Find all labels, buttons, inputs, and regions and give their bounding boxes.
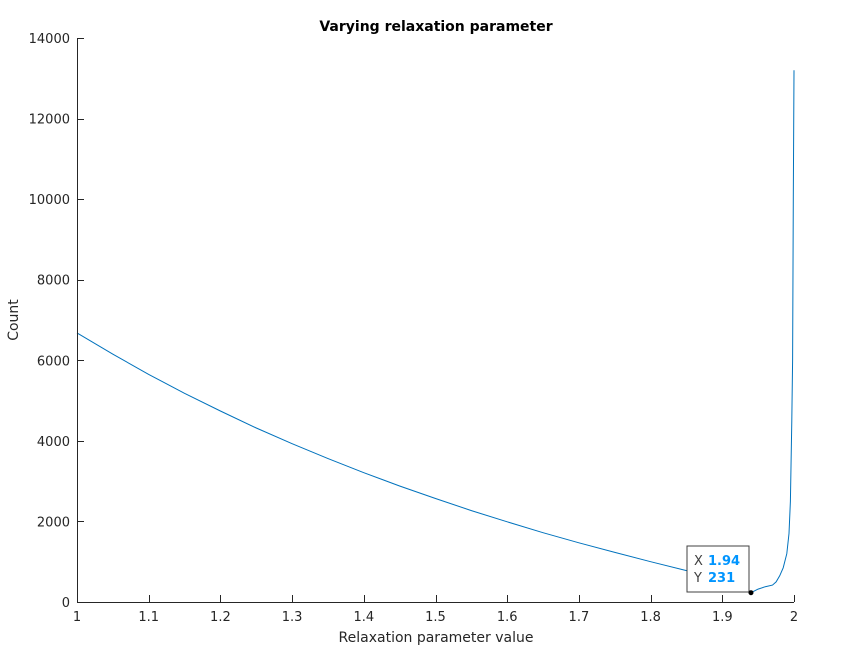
x-tick-label: 1.1	[138, 610, 159, 625]
x-tick-label: 1.4	[353, 610, 374, 625]
y-tick-label: 8000	[37, 274, 70, 289]
x-axis-label: Relaxation parameter value	[339, 630, 534, 646]
datatip-y-value: 231	[708, 571, 735, 586]
datatip[interactable]: X 1.94 Y 231	[686, 545, 754, 596]
y-tick-label: 12000	[29, 113, 70, 128]
y-tick-label: 2000	[37, 515, 70, 530]
x-tick-label: 1.5	[425, 610, 446, 625]
datatip-marker[interactable]	[748, 590, 754, 596]
datatip-x-value: 1.94	[708, 554, 740, 569]
datatip-y-key: Y	[693, 571, 702, 586]
x-tick-label: 1.3	[282, 610, 303, 625]
y-tick-label: 6000	[37, 354, 70, 369]
x-tick-label: 1.2	[210, 610, 231, 625]
datatip-box	[686, 545, 750, 593]
y-tick-label: 14000	[29, 32, 70, 47]
chart-title: Varying relaxation parameter	[319, 19, 552, 35]
x-tick-label: 2	[790, 610, 798, 625]
x-tick-label: 1.9	[712, 610, 733, 625]
x-tick-label: 1.7	[569, 610, 590, 625]
datatip-x-key: X	[694, 554, 703, 569]
y-tick-group: 0 2000 4000 6000 8000 10000 12000 14000	[29, 32, 84, 611]
x-tick-label: 1	[73, 610, 81, 625]
x-tick-label: 1.8	[640, 610, 661, 625]
y-tick-label: 4000	[37, 435, 70, 450]
x-tick-label: 1.6	[497, 610, 518, 625]
plot-area	[76, 70, 795, 594]
y-tick-label: 0	[62, 596, 70, 611]
x-tick-group: 1 1.1 1.2 1.3 1.4 1.5 1.6 1.7 1.8 1.9 2	[73, 595, 798, 625]
series-line-1	[76, 70, 795, 594]
y-tick-label: 10000	[29, 193, 70, 208]
y-axis-label: Count	[6, 299, 22, 341]
